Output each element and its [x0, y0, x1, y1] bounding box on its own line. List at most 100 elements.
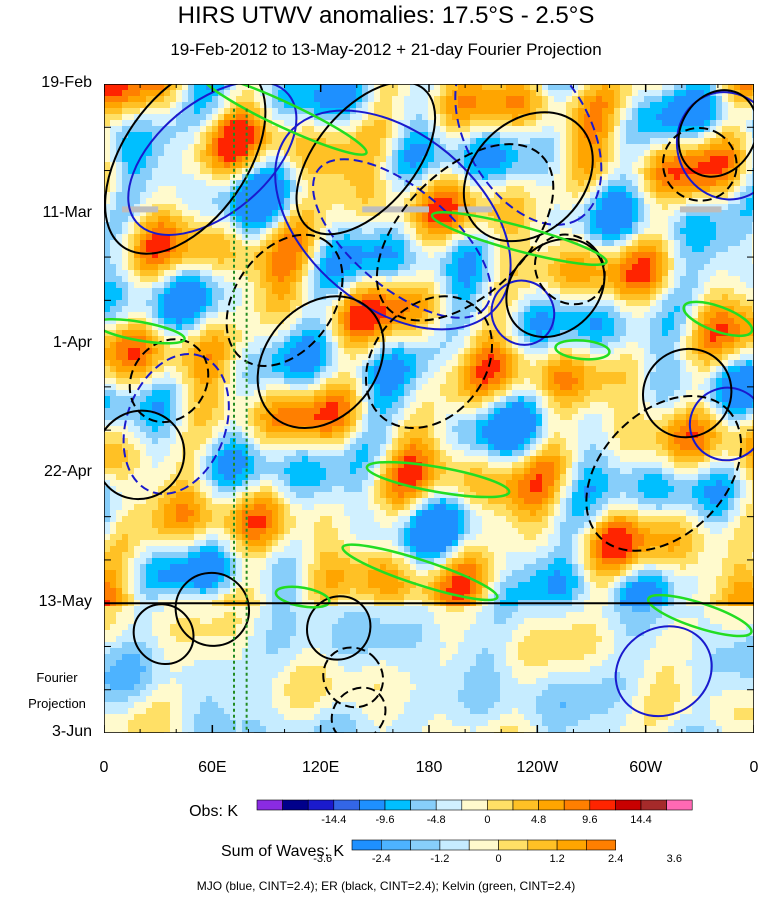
field-cell	[290, 180, 297, 187]
field-cell	[248, 192, 255, 199]
field-cell	[302, 354, 309, 361]
field-cell	[194, 336, 201, 343]
field-cell	[296, 114, 303, 121]
field-cell	[104, 138, 111, 145]
field-cell	[152, 192, 159, 199]
field-cell	[422, 138, 429, 145]
field-cell	[506, 258, 513, 265]
field-cell	[128, 120, 135, 127]
field-cell	[332, 342, 339, 349]
field-cell	[290, 240, 297, 247]
field-cell	[176, 216, 183, 223]
field-cell	[458, 192, 465, 199]
field-cell	[158, 348, 165, 355]
field-cell	[272, 258, 279, 265]
field-cell	[512, 228, 519, 235]
field-cell	[320, 204, 327, 211]
field-cell	[596, 90, 603, 97]
field-cell	[290, 192, 297, 199]
field-cell	[242, 168, 249, 175]
field-cell	[542, 336, 549, 343]
field-cell	[158, 198, 165, 205]
field-cell	[716, 198, 723, 205]
field-cell	[614, 96, 621, 103]
field-cell	[140, 294, 147, 301]
field-cell	[272, 348, 279, 355]
field-cell	[596, 270, 603, 277]
field-cell	[254, 120, 261, 127]
field-cell	[164, 282, 171, 289]
field-cell	[392, 342, 399, 349]
field-cell	[158, 264, 165, 271]
field-cell	[194, 192, 201, 199]
field-cell	[134, 192, 141, 199]
field-cell	[470, 168, 477, 175]
field-cell	[524, 84, 531, 91]
hovmoller-plot	[104, 84, 754, 733]
field-cell	[260, 150, 267, 157]
field-cell	[734, 234, 741, 241]
field-cell	[692, 156, 699, 163]
field-cell	[278, 216, 285, 223]
field-cell	[200, 252, 207, 259]
field-cell	[410, 210, 417, 217]
field-cell	[242, 294, 249, 301]
field-cell	[374, 246, 381, 253]
field-cell	[188, 306, 195, 313]
field-cell	[524, 258, 531, 265]
field-cell	[428, 318, 435, 325]
field-cell	[740, 186, 747, 193]
field-cell	[668, 210, 675, 217]
field-cell	[692, 186, 699, 193]
field-cell	[512, 108, 519, 115]
field-cell	[476, 138, 483, 145]
field-cell	[476, 192, 483, 199]
field-cell	[236, 342, 243, 349]
field-cell	[668, 168, 675, 175]
field-cell	[284, 216, 291, 223]
field-cell	[278, 336, 285, 343]
field-cell	[266, 306, 273, 313]
field-cell	[302, 192, 309, 199]
field-cell	[404, 264, 411, 271]
field-cell	[368, 186, 375, 193]
field-cell	[410, 294, 417, 301]
field-cell	[452, 150, 459, 157]
field-cell	[266, 102, 273, 109]
field-cell	[182, 180, 189, 187]
field-cell	[206, 114, 213, 121]
field-cell	[692, 330, 699, 337]
field-cell	[644, 186, 651, 193]
y-tick-label: 19-Feb	[41, 74, 92, 91]
field-cell	[632, 120, 639, 127]
field-cell	[338, 252, 345, 259]
field-cell	[434, 180, 441, 187]
field-cell	[146, 84, 153, 91]
field-cell	[134, 138, 141, 145]
field-cell	[608, 204, 615, 211]
field-cell	[290, 246, 297, 253]
field-cell	[440, 96, 447, 103]
field-cell	[662, 108, 669, 115]
field-cell	[566, 234, 573, 241]
field-cell	[572, 342, 579, 349]
field-cell	[614, 186, 621, 193]
field-cell	[566, 174, 573, 181]
field-cell	[440, 264, 447, 271]
field-cell	[320, 186, 327, 193]
field-cell	[236, 336, 243, 343]
field-cell	[704, 198, 711, 205]
field-cell	[380, 102, 387, 109]
field-cell	[482, 354, 489, 361]
field-cell	[314, 192, 321, 199]
field-cell	[680, 96, 687, 103]
field-cell	[716, 312, 723, 319]
field-cell	[614, 150, 621, 157]
field-cell	[338, 348, 345, 355]
field-cell	[572, 126, 579, 133]
field-cell	[644, 96, 651, 103]
field-cell	[494, 324, 501, 331]
field-cell	[164, 216, 171, 223]
field-cell	[416, 108, 423, 115]
field-cell	[494, 90, 501, 97]
